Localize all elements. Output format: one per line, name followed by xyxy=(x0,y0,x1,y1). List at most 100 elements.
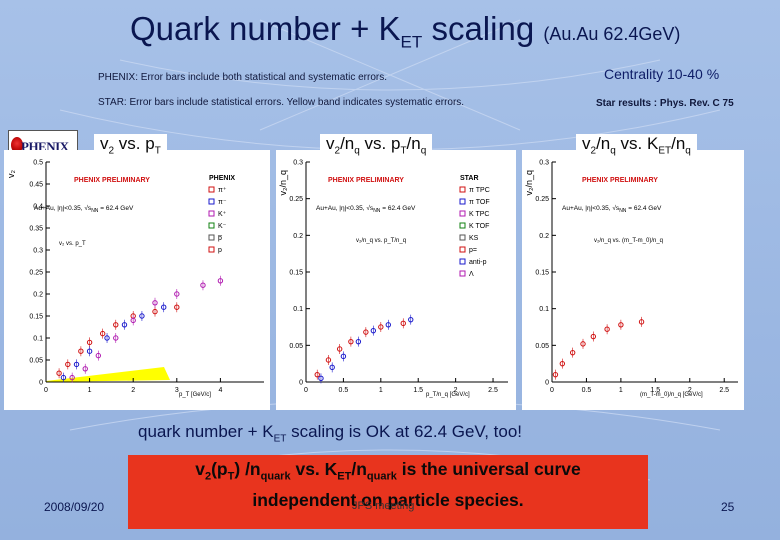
footer-meeting: JPS meeting xyxy=(352,500,415,512)
legend-marker xyxy=(208,246,215,253)
x-tick-label: 1 xyxy=(88,387,92,394)
y-tick-label: 0 xyxy=(545,380,549,387)
plot2-legend-title: STAR xyxy=(460,175,479,182)
plot2-axes: 0 0.5 1 1.5 2 2.5 0 0.05 0.1 0.15 0.2 0.25 0.3 xyxy=(289,160,508,394)
scaling-ok-statement: quark number + KET scaling is OK at 62.4… xyxy=(138,422,523,445)
legend-label: p̅ xyxy=(217,235,223,242)
conclusion-text: v2(pT) /nquark vs. KET/nquark is the uni… xyxy=(128,458,648,512)
x-tick-label: 2.5 xyxy=(719,387,729,394)
legend-label: KS xyxy=(469,235,479,242)
phenix-logo-mark-icon xyxy=(11,137,23,153)
title-main: Quark number + KET scaling xyxy=(130,10,543,52)
y-tick-label: 0.4 xyxy=(33,204,43,211)
y-tick-label: 0.3 xyxy=(293,160,303,167)
x-tick-label: 2 xyxy=(454,387,458,394)
plot3-axes: 0 0.5 1 1.5 2 2.5 0 0.05 0.1 0.15 0.2 0.25 0.3 xyxy=(535,160,738,394)
conclusion-box xyxy=(128,455,648,529)
x-tick-label: 2 xyxy=(688,387,692,394)
star-results-ref: Star results : Phys. Rev. C 75 xyxy=(596,98,734,109)
plot3-au-line: Au+Au, |η|<0.35, √sNN = 62.4 GeV xyxy=(562,204,662,214)
legend-label: anti-p xyxy=(469,259,487,266)
plot1-legend-title: PHENIX xyxy=(209,175,235,182)
legend-marker xyxy=(459,198,466,205)
panel-2-title: v2/nq vs. pT/nq xyxy=(320,134,433,157)
y-tick-label: 0.35 xyxy=(29,226,43,233)
y-tick-label: 0.1 xyxy=(539,306,549,313)
plot1-au-line: Au+Au, |η|<0.35, √sNN = 62.4 GeV xyxy=(34,204,134,214)
legend-marker xyxy=(208,186,215,193)
plot2-au-line: Au+Au, |η|<0.35, √sNN = 62.4 GeV xyxy=(316,204,416,214)
plot-3-svg: v₂/n_q PHENIX PRELIMINARY Au+Au, |η|<0.3… xyxy=(524,160,738,398)
legend-label: K⁺ xyxy=(218,211,227,218)
plot3-marks xyxy=(552,316,645,380)
slide-title: Quark number + KET scaling (Au.Au 62.4Ge… xyxy=(130,10,680,53)
legend-marker xyxy=(459,258,466,265)
y-tick-label: 0.25 xyxy=(535,196,549,203)
star-systematic-band xyxy=(46,367,170,382)
legend-label: π TPC xyxy=(469,187,490,194)
legend-marker xyxy=(208,198,215,205)
x-tick-label: 0 xyxy=(550,387,554,394)
y-tick-label: 0.15 xyxy=(535,270,549,277)
legend-marker xyxy=(459,246,466,253)
y-tick-label: 0.25 xyxy=(29,270,43,277)
y-tick-label: 0.15 xyxy=(289,270,303,277)
title-sub: ET xyxy=(400,32,423,52)
plot1-legend: π⁺ π⁻ K⁺ K⁻ p̅ p xyxy=(208,186,227,254)
y-tick-label: 0.25 xyxy=(289,196,303,203)
plot1-marks xyxy=(56,275,224,383)
legend-label: K⁻ xyxy=(218,223,227,230)
y-tick-label: 0.05 xyxy=(535,343,549,350)
page-number: 25 xyxy=(721,500,735,514)
y-tick-label: 0.45 xyxy=(29,182,43,189)
y-tick-label: 0.1 xyxy=(293,306,303,313)
y-tick-label: 0 xyxy=(39,380,43,387)
legend-marker xyxy=(459,234,466,241)
y-tick-label: 0.15 xyxy=(29,314,43,321)
x-tick-label: 1.5 xyxy=(413,387,423,394)
y-tick-label: 0.3 xyxy=(539,160,549,167)
legend-label: K TPC xyxy=(469,211,490,218)
plot2-inner-label: v₂/n_q vs. p_T/n_q xyxy=(356,238,406,244)
x-tick-label: 0.5 xyxy=(339,387,349,394)
x-tick-label: 2 xyxy=(131,387,135,394)
plot2-ylabel: v₂/n_q xyxy=(278,170,288,196)
plot1-preliminary: PHENIX PRELIMINARY xyxy=(74,177,150,184)
legend-label: π⁺ xyxy=(218,187,227,194)
plot-panel-1: v₂ PHENIX PRELIMINARY Au+Au, |η|<0.35, √… xyxy=(4,150,270,410)
x-tick-label: 0.5 xyxy=(582,387,592,394)
plot1-axes: 0 1 2 3 4 0 0.05 0.1 0.15 0.2 0.25 0.3 0.35 0.4 0.45 0.… xyxy=(29,160,264,394)
plot-panel-3: v₂/n_q PHENIX PRELIMINARY Au+Au, |η|<0.3… xyxy=(522,150,744,410)
plot1-inner-label: v₂ vs. p_T xyxy=(59,241,86,247)
plot-2-svg: v₂/n_q PHENIX PRELIMINARY Au+Au, |η|<0.3… xyxy=(278,160,508,398)
legend-label: p= xyxy=(469,247,477,254)
conclusion-line-2: independent on particle species. xyxy=(252,489,524,510)
plot2-legend: π TPC π TOF K TPC K TOF KS p= anti-p Λ xyxy=(459,186,490,278)
y-tick-label: 0.2 xyxy=(293,233,303,240)
y-tick-label: 0.05 xyxy=(29,358,43,365)
plot2-xlabel: p_T/n_q [GeV/c] xyxy=(426,392,470,398)
phenix-error-note: PHENIX: Error bars include both statisti… xyxy=(98,72,387,83)
legend-marker xyxy=(208,222,215,229)
plot3-xlabel: (m_T-m_0)/n_q [GeV/c] xyxy=(640,392,703,398)
star-error-note: STAR: Error bars include statistical err… xyxy=(98,97,465,108)
x-tick-label: 1 xyxy=(619,387,623,394)
x-tick-label: 3 xyxy=(175,387,179,394)
y-tick-label: 0.2 xyxy=(33,292,43,299)
y-tick-label: 0 xyxy=(299,380,303,387)
legend-marker xyxy=(459,210,466,217)
footer-date: 2008/09/20 xyxy=(44,500,105,514)
y-tick-label: 0.1 xyxy=(33,336,43,343)
legend-label: Λ xyxy=(469,271,474,278)
y-tick-label: 0.3 xyxy=(33,248,43,255)
y-tick-label: 0.2 xyxy=(539,233,549,240)
legend-label: π⁻ xyxy=(218,199,227,206)
y-tick-label: 0.05 xyxy=(289,343,303,350)
legend-marker xyxy=(208,234,215,241)
plot1-ylabel: v₂ xyxy=(6,170,16,179)
plot2-marks xyxy=(314,314,414,384)
plot-1-svg: v₂ PHENIX PRELIMINARY Au+Au, |η|<0.35, √… xyxy=(6,160,264,398)
plot3-inner-label: v₂/n_q vs. (m_T-m_0)/n_q xyxy=(594,238,663,244)
plot3-preliminary: PHENIX PRELIMINARY xyxy=(582,177,658,184)
